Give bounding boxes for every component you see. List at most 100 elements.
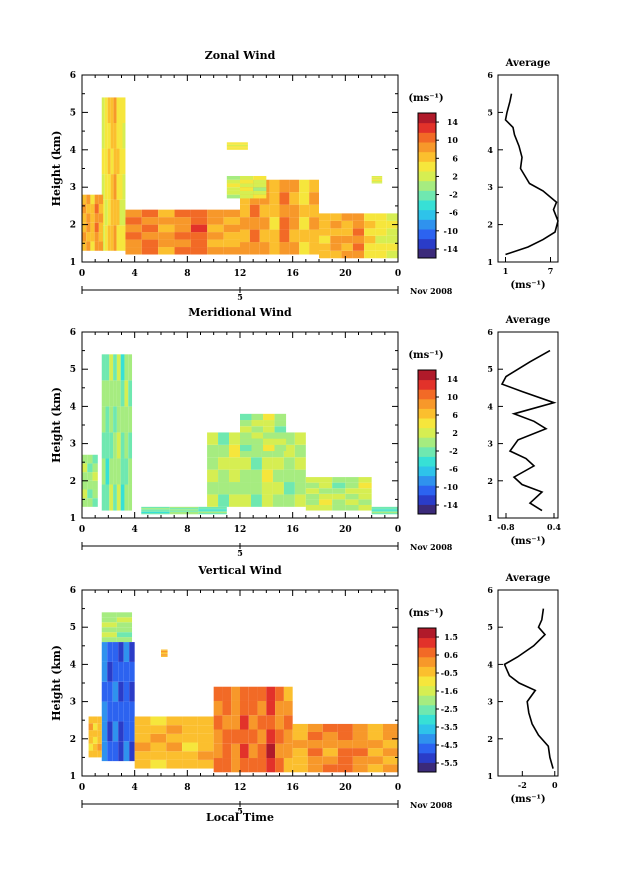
heatmap-cell [110, 174, 114, 200]
date-day-label: 5 [237, 292, 243, 302]
heatmap-cell [319, 250, 331, 259]
heatmap-cell [352, 723, 368, 732]
colorbar: (ms⁻¹) 14 10 6 2 -2 -6 -10 -14 [408, 93, 458, 259]
heatmap-cell [283, 469, 295, 483]
heatmap-cell [371, 178, 383, 180]
heatmap-cell [292, 723, 308, 732]
heatmap-cell [90, 204, 95, 214]
heatmap-cell [198, 510, 227, 512]
heatmap-cell [382, 740, 398, 749]
heatmap-cell [116, 458, 121, 485]
heatmap-cell [352, 764, 368, 773]
panel-title: Zonal Wind [205, 49, 276, 62]
y-tick-label: 4 [70, 660, 76, 670]
heatmap-cell [240, 229, 250, 243]
heatmap-cell [116, 632, 133, 638]
heatmap-cell [222, 729, 232, 744]
heatmap-cell [231, 729, 240, 744]
heatmap-cell [166, 725, 183, 734]
heatmap-cell [275, 700, 284, 716]
heatmap-cell [90, 241, 95, 251]
heatmap-cell [322, 756, 338, 765]
heatmap-cell [337, 731, 353, 741]
heatmap-cell [123, 721, 130, 742]
heatmap-cell [125, 217, 142, 225]
heatmap-cell [240, 217, 250, 230]
heatmap-cell [134, 742, 151, 752]
heatmap-cell [371, 511, 398, 514]
heatmap-cell [169, 506, 199, 509]
heatmap-cell [141, 224, 159, 233]
date-label: Nov 2008 [410, 542, 453, 552]
heatmap-cell [150, 742, 167, 752]
heatmap-cell [213, 700, 223, 716]
y-tick-label: 6 [70, 586, 76, 596]
heatmap-cell [134, 759, 151, 769]
heatmap-cell [94, 213, 99, 223]
heatmap-cell [105, 484, 110, 511]
heatmap-cell [319, 504, 333, 511]
heatmap-cell [386, 213, 398, 221]
heatmap-cell [174, 217, 191, 225]
heatmap-cell [289, 229, 300, 243]
heatmap-cell [166, 742, 183, 752]
heatmap-cell [113, 354, 117, 381]
heatmap-cell [305, 493, 319, 500]
heatmap-cell [113, 148, 117, 175]
average-frame [497, 589, 559, 777]
heatmap-cell [226, 187, 240, 191]
heatmap-cell [116, 432, 121, 459]
average-y-tick-label: 3 [487, 439, 493, 449]
colorbar-segment [418, 248, 436, 259]
heatmap-cell [319, 499, 333, 505]
heatmap-cell [82, 472, 88, 481]
heatmap-cell [358, 477, 372, 483]
average-title: Average [505, 315, 551, 326]
colorbar-tick-label: -14 [444, 500, 459, 510]
average-y-tick-label: 4 [487, 145, 493, 155]
heatmap-cell [240, 187, 254, 191]
heatmap-cell [299, 192, 310, 205]
colorbar-tick-label: 14 [447, 117, 459, 127]
heatmap-cell [345, 504, 359, 511]
heatmap-cell [101, 681, 108, 702]
x-tick-label: 0 [79, 783, 85, 793]
heatmap-cell [275, 686, 284, 701]
heatmap-cell [240, 183, 254, 188]
heatmap-cell [330, 220, 342, 229]
heatmap-cell [352, 740, 368, 749]
average-profile-line [503, 608, 554, 769]
colorbar-segment [418, 475, 436, 486]
heatmap-cell [169, 511, 199, 514]
heatmap-cell [113, 199, 117, 226]
heatmap-cell [94, 241, 99, 251]
heatmap-cell [107, 97, 111, 123]
colorbar-tick-label: -4.5 [441, 740, 458, 750]
colorbar-segment [418, 398, 436, 409]
colorbar-segment [418, 666, 436, 677]
heatmap-cell [182, 751, 198, 760]
heatmap-cell [82, 222, 87, 233]
heatmap-cell [82, 489, 88, 499]
heatmap-cell [141, 239, 159, 248]
heatmap-cell [190, 247, 208, 255]
heatmap-cell [345, 482, 359, 489]
heatmap-cell [182, 759, 198, 769]
colorbar-segment [418, 132, 436, 143]
x-tick-label: 4 [132, 525, 138, 535]
y-tick-label: 2 [70, 735, 76, 745]
heatmap-cell [98, 222, 104, 233]
heatmap-cell [82, 194, 87, 205]
colorbar-segment [418, 485, 436, 496]
heatmap-cell [337, 723, 353, 732]
colorbar-segment [418, 695, 436, 706]
heatmap-cell [118, 721, 124, 742]
heatmap-cell [141, 232, 159, 240]
heatmap-cell [134, 716, 151, 726]
heatmap-cell [97, 716, 102, 724]
colorbar-segment [418, 456, 436, 467]
heatmap-cell [248, 715, 258, 730]
heatmap-cell [101, 661, 108, 682]
heatmap-cell [82, 498, 88, 507]
